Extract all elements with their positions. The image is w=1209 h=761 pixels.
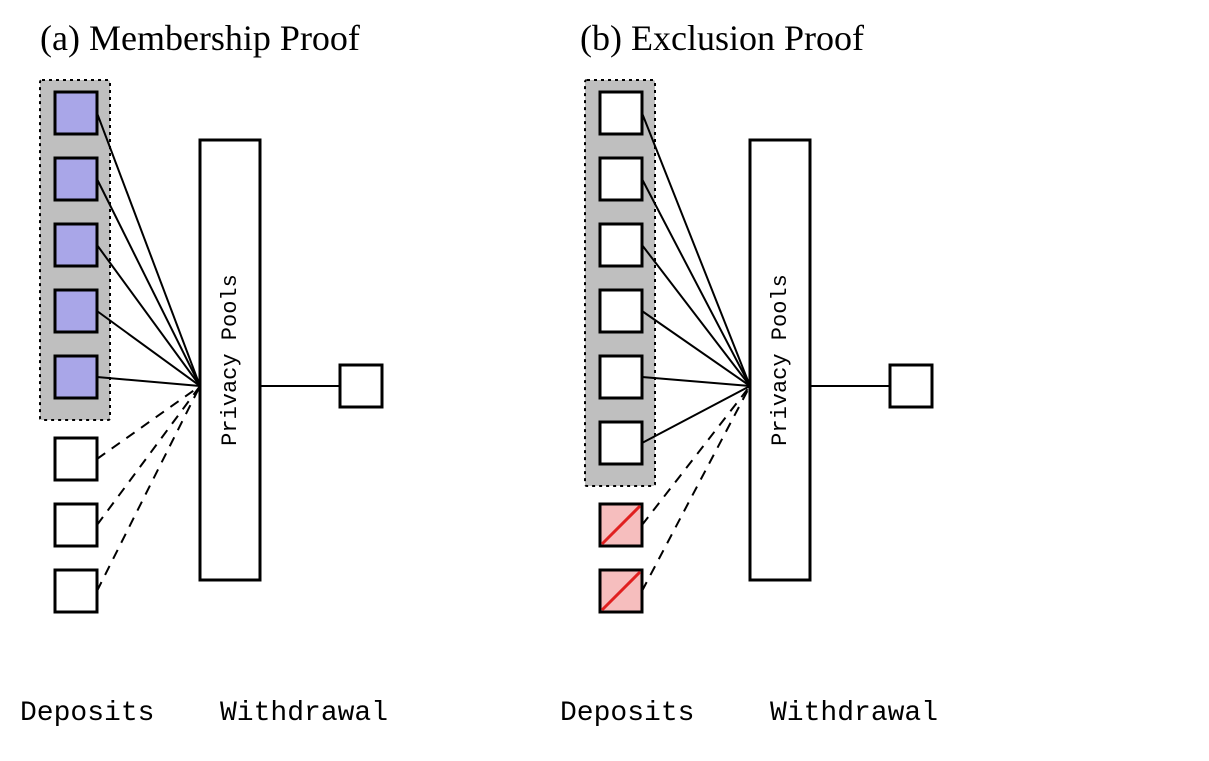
panel-b-link-7 xyxy=(642,386,750,591)
panel-b-deposit-box-5 xyxy=(600,422,642,464)
panel-b-pool-label: Privacy Pools xyxy=(768,274,793,446)
panel-b-deposit-box-4 xyxy=(600,356,642,398)
panel-a-deposit-box-5 xyxy=(55,438,97,480)
panel-a-link-1 xyxy=(97,179,200,386)
panel-a-link-7 xyxy=(97,386,200,591)
panel-b-deposit-box-2 xyxy=(600,224,642,266)
panel-b-deposit-box-0 xyxy=(600,92,642,134)
panel-a-deposit-box-6 xyxy=(55,504,97,546)
panel-a-pool-label: Privacy Pools xyxy=(218,274,243,446)
panel-a-deposits-label: Deposits xyxy=(20,698,154,729)
panel-b-link-5 xyxy=(642,386,750,443)
panel-a-link-3 xyxy=(97,311,200,386)
panel-a-link-5 xyxy=(97,386,200,459)
diagram-canvas: (a) Membership Proof Privacy Pools Deposit… xyxy=(0,0,1209,761)
panel-a-deposit-box-4 xyxy=(55,356,97,398)
panel-a-link-2 xyxy=(97,245,200,386)
panel-b-title: (b) Exclusion Proof xyxy=(580,18,864,58)
panel-a-link-4 xyxy=(97,377,200,386)
panel-b-link-1 xyxy=(642,179,750,386)
panel-a-deposit-box-7 xyxy=(55,570,97,612)
panel-a-deposit-box-0 xyxy=(55,92,97,134)
panel-b-deposit-box-3 xyxy=(600,290,642,332)
panel-b-deposits-label: Deposits xyxy=(560,698,694,729)
panel-b-deposit-box-1 xyxy=(600,158,642,200)
panel-b-withdrawal-box xyxy=(890,365,932,407)
panel-a-link-6 xyxy=(97,386,200,525)
panel-a-link-0 xyxy=(97,113,200,386)
panel-a-deposit-box-2 xyxy=(55,224,97,266)
panel-b-link-0 xyxy=(642,113,750,386)
panel-a-title: (a) Membership Proof xyxy=(40,18,360,58)
panel-a-deposit-box-1 xyxy=(55,158,97,200)
panel-b-link-6 xyxy=(642,386,750,525)
panel-b-link-2 xyxy=(642,245,750,386)
panel-a-withdrawal-label: Withdrawal xyxy=(220,698,388,729)
panel-a-deposit-box-3 xyxy=(55,290,97,332)
panel-b-withdrawal-label: Withdrawal xyxy=(770,698,938,729)
panel-b-link-3 xyxy=(642,311,750,386)
panel-a-withdrawal-box xyxy=(340,365,382,407)
panel-b-link-4 xyxy=(642,377,750,386)
